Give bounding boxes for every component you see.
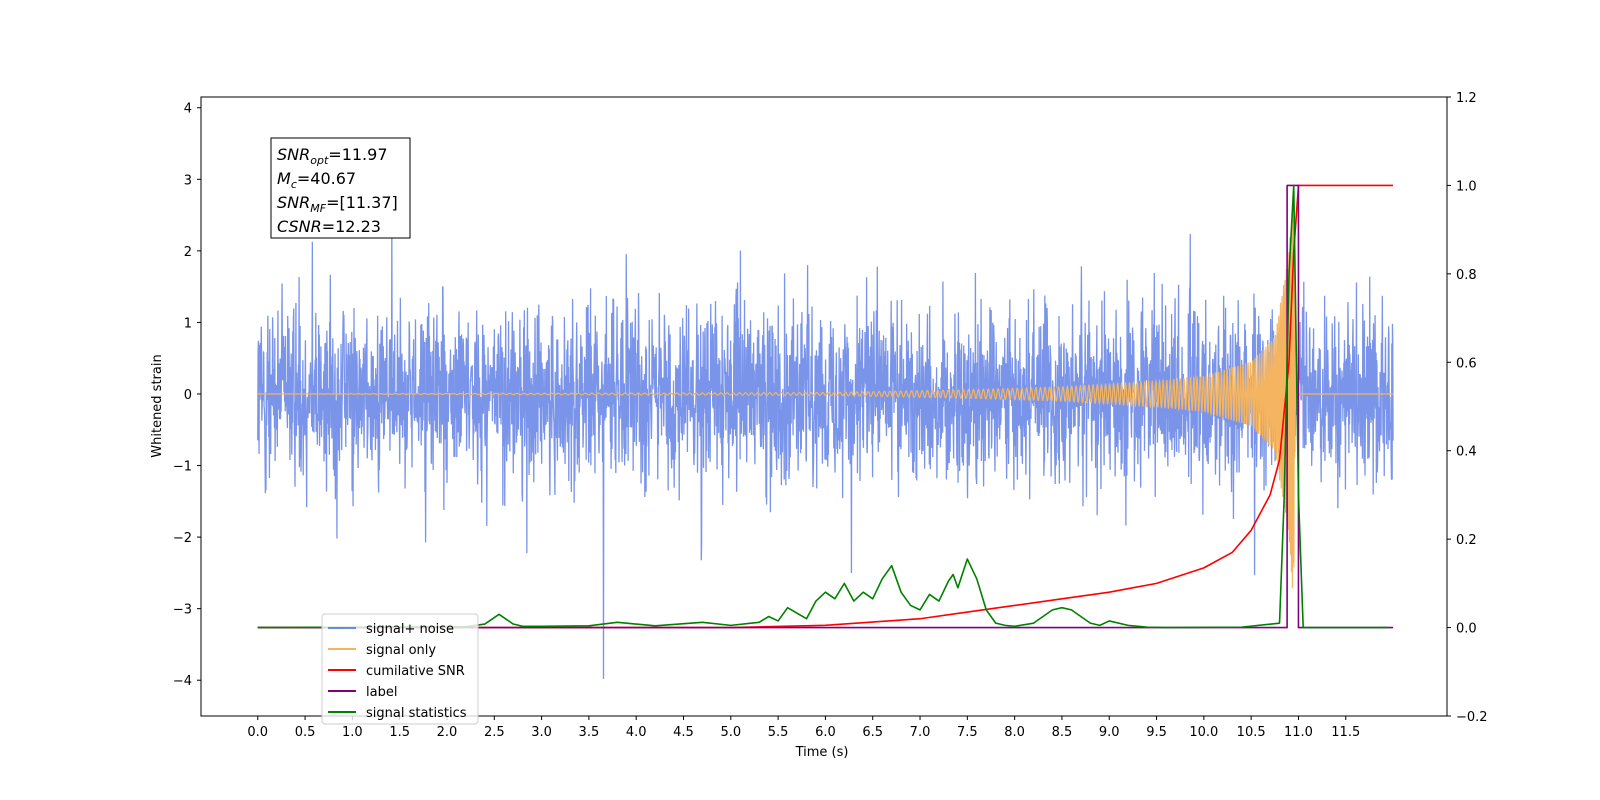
legend-entry-label: signal only (366, 643, 436, 658)
x-tick-label: 6.0 (815, 725, 836, 740)
x-tick-label: 6.5 (862, 725, 883, 740)
annotation-frame (270, 137, 411, 239)
x-tick-label: 9.0 (1099, 725, 1120, 740)
y2-tick-label: 1.0 (1456, 179, 1477, 194)
cumulative-snr-line (257, 184, 1394, 629)
y-tick-label: 4 (184, 102, 192, 117)
legend: signal+ noise signal only cumilative SNR la… (321, 613, 479, 725)
y2-tick-label: 0.0 (1456, 622, 1477, 637)
series-cumulative-snr (257, 184, 1394, 629)
plot-area (257, 184, 1394, 679)
signal-only-line (257, 208, 1394, 589)
x-tick-label: 8.0 (1004, 725, 1025, 740)
legend-entry-label: cumilative SNR (366, 664, 465, 679)
x-tick-label: 9.5 (1146, 725, 1167, 740)
legend-entry-label: signal+ noise (366, 622, 454, 637)
annotation-line: SNRopt=11.97 (277, 145, 388, 167)
signal-plus-noise-line (257, 212, 1394, 679)
y-tick-label: 1 (184, 316, 192, 331)
x-tick-label: 3.5 (579, 725, 600, 740)
x-axis-label: Time (s) (795, 745, 849, 760)
x-tick-label: 10.0 (1189, 725, 1218, 740)
x-tick-label: 7.5 (957, 725, 978, 740)
x-tick-label: 4.0 (626, 725, 647, 740)
y-axis-ticks: −4 −3 −2 −1 0 1 2 3 4 (173, 102, 201, 689)
x-tick-label: 1.5 (389, 725, 410, 740)
y-tick-label: 2 (184, 245, 192, 260)
x-tick-label: 3.0 (531, 725, 552, 740)
annotation-line: Mc=40.67 (277, 169, 356, 191)
signal-statistics-line (257, 184, 1389, 629)
y-tick-label: 0 (184, 388, 192, 403)
y2-tick-label: 0.2 (1456, 533, 1477, 548)
x-tick-label: 1.0 (342, 725, 363, 740)
axes-frame (200, 96, 1448, 717)
x-tick-label: 11.0 (1284, 725, 1313, 740)
y-tick-label: 3 (184, 173, 192, 188)
y-tick-label: −1 (173, 460, 192, 475)
y2-tick-label: 1.2 (1456, 91, 1477, 106)
y-axis-label: Whitened strain (150, 354, 165, 457)
annotation-line: CSNR=12.23 (277, 217, 381, 236)
series-signal-statistics (257, 184, 1389, 629)
y-tick-label: −2 (173, 531, 192, 546)
x-tick-label: 2.5 (484, 725, 505, 740)
series-signal-plus-noise (257, 212, 1394, 679)
x-tick-label: 0.0 (247, 725, 268, 740)
x-tick-label: 10.5 (1237, 725, 1266, 740)
x-tick-label: 11.5 (1331, 725, 1360, 740)
y2-tick-label: 0.6 (1456, 356, 1477, 371)
x-tick-label: 5.5 (768, 725, 789, 740)
legend-entry-label: signal statistics (366, 706, 467, 721)
y-tick-label: −3 (173, 603, 192, 618)
x-axis-ticks: 0.0 0.5 1.0 1.5 2.0 2.5 3.0 3.5 4.0 4.5 5.0 5.5 6.0 6… (247, 716, 1360, 740)
legend-frame (321, 613, 479, 725)
y2-tick-label: 0.4 (1456, 445, 1477, 460)
x-tick-label: 4.5 (673, 725, 694, 740)
y2-axis-ticks: −0.2 0.0 0.2 0.4 0.6 0.8 1.0 1.2 (1447, 91, 1488, 725)
y2-tick-label: 0.8 (1456, 268, 1477, 283)
x-tick-label: 7.0 (910, 725, 931, 740)
y2-tick-label: −0.2 (1456, 710, 1488, 725)
x-tick-label: 0.5 (295, 725, 316, 740)
y-tick-label: −4 (173, 674, 192, 689)
series-signal-only (257, 208, 1394, 589)
legend-entry-label: label (366, 685, 397, 700)
annotation-line: SNRMF=[11.37] (277, 193, 398, 215)
x-tick-label: 8.5 (1052, 725, 1073, 740)
x-tick-label: 5.0 (720, 725, 741, 740)
x-tick-label: 2.0 (437, 725, 458, 740)
